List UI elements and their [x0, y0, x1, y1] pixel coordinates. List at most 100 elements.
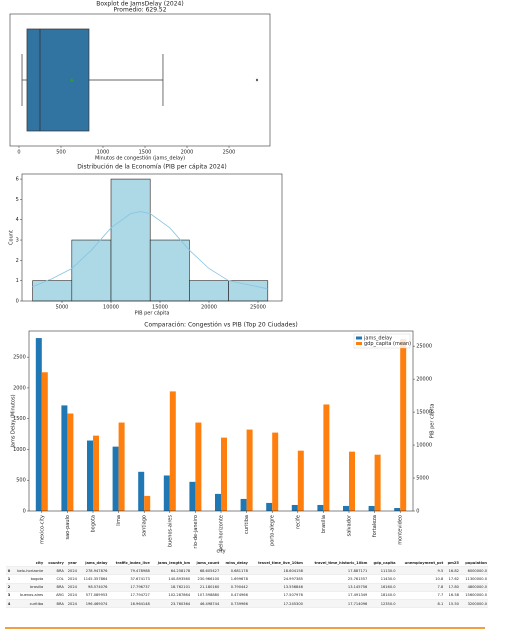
table-cell: 15600000.0 — [459, 591, 488, 600]
y-tick-label: 0 — [23, 509, 26, 515]
axes-frame — [21, 173, 283, 302]
table-cell: 9.5 — [396, 566, 445, 576]
table-cell: 17.245300 — [248, 599, 304, 609]
x-tick-label: 500 — [56, 150, 66, 156]
table-cell: bogota — [11, 574, 45, 584]
x-axis-label: Minutos de congestión (jams_delay) — [95, 155, 185, 162]
table-cell: 16160.0 — [368, 583, 397, 592]
table-cell: 278.947876 — [77, 566, 109, 576]
legend-swatch — [356, 336, 362, 340]
table-cell: BRA — [44, 566, 65, 576]
bar — [169, 391, 176, 511]
x-tick-label: recife — [295, 515, 301, 529]
histogram-bar — [32, 280, 73, 302]
y-tick-label: 0 — [16, 299, 19, 305]
bar — [138, 471, 145, 511]
y-tick-label: 6 — [16, 177, 19, 183]
table-cell: 64.258178 — [150, 566, 192, 576]
mean-marker — [69, 78, 74, 82]
bar — [317, 504, 324, 511]
table-cell: 17.714096 — [303, 599, 369, 609]
table-cell: 1.699678 — [220, 574, 249, 584]
y-axis-label: PIB per cápita — [429, 404, 436, 439]
column-header: gdp_capita — [368, 559, 397, 568]
table-row: 2 brasilia BRA 2024 98.574076 17.796737 18.762… — [6, 583, 488, 592]
table-cell: 37.674173 — [108, 574, 151, 584]
axes-frame — [28, 330, 414, 512]
y-tick-label: 4 — [16, 217, 19, 223]
header-row: city country year jams_delay traffic_index_l… — [6, 559, 488, 568]
bar — [349, 451, 355, 511]
table-cell: ARG — [44, 591, 65, 600]
y-tick-label: 2500 — [13, 355, 26, 361]
table-cell: 10.8 — [396, 574, 445, 584]
row-index: 4 — [6, 599, 12, 609]
table-cell: 196.469074 — [77, 599, 109, 609]
x-axis-label: PIB per cápita — [135, 310, 170, 317]
axes-frame — [9, 13, 271, 147]
column-header: jams_delay — [77, 559, 109, 568]
table-cell: 0.739966 — [220, 599, 249, 609]
table-cell: 23.760364 — [150, 599, 192, 609]
table-cell: 102.287864 — [150, 591, 192, 600]
x-tick-label: 5000 — [56, 305, 69, 311]
bar — [368, 505, 375, 511]
x-axis-label: city — [216, 549, 225, 555]
table-cell: 17.887171 — [303, 566, 369, 576]
column-header: traffic_index_live — [108, 559, 151, 568]
table-cell: 2024 — [64, 591, 78, 600]
table-cell: 17.62 — [444, 574, 460, 584]
outlier — [255, 78, 259, 82]
bar — [93, 435, 99, 511]
table-cell: 1145.357864 — [77, 574, 109, 584]
table-cell: BRA — [44, 599, 65, 609]
x-tick-label: montevideo — [398, 515, 404, 545]
y-tick-label: 5000 — [416, 476, 429, 482]
x-tick-label: 10000 — [103, 305, 119, 311]
y-tick-label: 5 — [16, 197, 19, 203]
table-cell: 3200000.0 — [459, 599, 488, 609]
bar — [195, 422, 202, 511]
x-tick-label: sao-paulo — [65, 515, 71, 539]
x-tick-label: 1000 — [97, 150, 110, 156]
table-row: 3 buenos-aires ARG 2024 577.089953 17.794727 1… — [6, 591, 488, 600]
table-cell: 15.50 — [444, 599, 460, 609]
bar — [343, 505, 349, 511]
table-cell: 16.964148 — [108, 599, 151, 609]
x-tick-label: curitiba — [244, 515, 250, 534]
y-tick-label: 1 — [16, 278, 19, 284]
bar — [35, 338, 42, 511]
table-cell: 11430.0 — [368, 574, 397, 584]
histogram-bar — [110, 178, 151, 302]
y-tick-label: 1000 — [13, 447, 26, 453]
bar — [112, 446, 119, 511]
table-cell: 17.794727 — [108, 591, 151, 600]
table-cell: 7.7 — [396, 591, 445, 600]
y-tick-label: 500 — [16, 478, 26, 484]
table-cell: 46.498744 — [191, 599, 221, 609]
x-tick-label: santiago — [142, 515, 148, 536]
x-tick-label: 20000 — [201, 305, 217, 311]
bar — [118, 422, 125, 511]
table-cell: 11300000.0 — [459, 574, 488, 584]
bar — [144, 495, 151, 511]
bar — [163, 475, 170, 511]
table-cell: 577.089953 — [77, 591, 109, 600]
y-tick-label: 0 — [416, 509, 419, 515]
x-tick-label: 2500 — [223, 150, 236, 156]
column-header: year — [64, 559, 78, 568]
chart-subtitle: Promedio: 629.52 — [113, 7, 166, 14]
x-tick-label: 2000 — [181, 150, 194, 156]
table-body: 0 belo-horizonte BRA 2024 278.947876 79.47898… — [6, 566, 488, 609]
table-cell: 8.1 — [396, 599, 445, 609]
table-cell: 13.145756 — [303, 583, 369, 592]
index-header — [6, 559, 12, 568]
table-cell: 0.790442 — [220, 583, 249, 592]
column-header: jams_count — [191, 559, 221, 568]
x-tick-label: mexico-city — [39, 515, 45, 544]
table-cell: 4800000.0 — [459, 583, 488, 592]
bar — [297, 450, 304, 511]
bar — [41, 372, 48, 511]
row-index: 1 — [6, 574, 12, 584]
